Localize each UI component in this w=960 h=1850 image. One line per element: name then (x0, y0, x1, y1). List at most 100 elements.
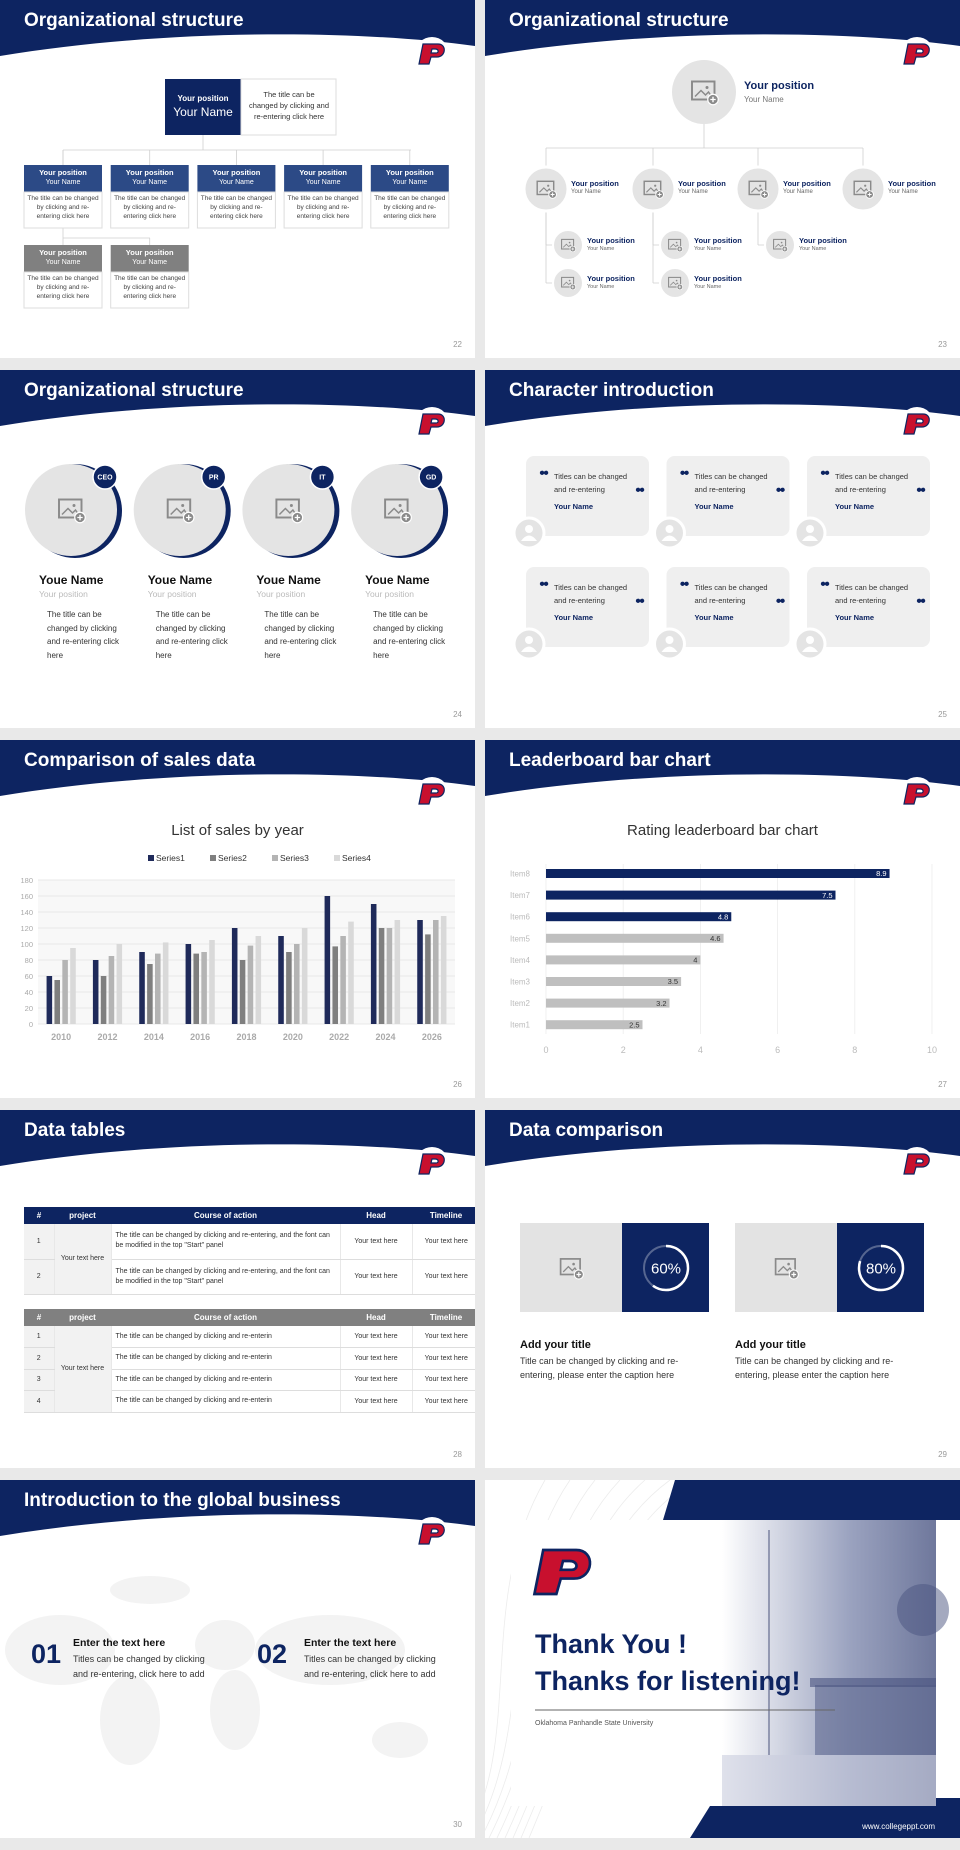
member-note: The title can be changed by clicking and… (374, 195, 446, 220)
icon-sun (568, 241, 571, 244)
photo (133, 464, 226, 556)
bar (546, 1020, 643, 1030)
bar (239, 960, 246, 1024)
node-photo (522, 165, 570, 213)
action-cell: The title can be changed by clicking and… (111, 1347, 341, 1370)
icon-frame (691, 80, 716, 101)
quote-card (807, 456, 930, 536)
member-note: The title can be changed by clicking and… (114, 275, 186, 300)
slide-title: Character introduction (509, 380, 714, 401)
member-name: Your Name (45, 179, 81, 186)
image-placeholder-icon (536, 180, 557, 199)
bar (209, 940, 215, 1024)
icon-mountain (694, 89, 713, 98)
quote-name: Your Name (694, 502, 734, 511)
member-name: Your Name (219, 179, 254, 186)
header-band (485, 740, 960, 796)
icon-plus (867, 192, 872, 197)
icon-sun (780, 241, 783, 244)
top-note: The title can be changed by clicking and… (248, 90, 330, 121)
icon-sun (181, 504, 185, 507)
member-name: Your Name (392, 179, 428, 186)
member-header (197, 165, 276, 192)
slide-title: Introduction to the global business (24, 1490, 341, 1511)
item-text: Titles can be changed by clicking and re… (304, 1654, 436, 1679)
icon-plus (77, 514, 83, 521)
row-number: 2 (24, 1259, 55, 1295)
data-table: # project Course of action Head Timeline 1 You… (24, 1207, 475, 1295)
photo (351, 464, 444, 556)
header-cell: Course of action (193, 1313, 258, 1322)
y-tick-label: Item4 (510, 956, 531, 965)
bar (154, 953, 161, 1024)
image-placeholder-icon (774, 1258, 799, 1280)
logo (418, 783, 445, 805)
slide-graphics (0, 0, 475, 309)
avatar-head (806, 525, 814, 533)
bar (546, 933, 724, 943)
quote-text: Titles can be changed and re-entering (554, 583, 628, 605)
image-placeholder-icon (691, 80, 719, 106)
child-photo (552, 267, 584, 299)
head-cell: Your text here (340, 1259, 413, 1295)
quote-name: Your Name (694, 613, 734, 622)
icon-mountain (387, 507, 406, 516)
row-number: 3 (24, 1369, 55, 1391)
member-header (370, 165, 449, 192)
page-number: 27 (938, 1080, 947, 1089)
badge (309, 464, 336, 490)
slide: Introduction to the global business 30 01 E… (0, 1480, 475, 1838)
quote-card (666, 567, 790, 647)
quote-card (526, 456, 649, 536)
quote-card (526, 567, 649, 647)
icon-plus (762, 192, 767, 197)
icon-plus (550, 192, 555, 197)
header-band (485, 1110, 960, 1166)
member-note: The title can be changed by clicking and… (114, 195, 186, 220)
slide-title: Data comparison (509, 1120, 664, 1141)
card-name: Youe Name (365, 573, 430, 587)
slide-graphics (0, 1480, 475, 1765)
bar (340, 936, 346, 1024)
slide-title: Organizational structure (509, 10, 729, 31)
slide: Character introduction 25 Titles can be ch… (485, 370, 960, 728)
timeline-cell: Your text here (412, 1224, 475, 1260)
member-note-box (23, 191, 103, 229)
quote-text: Titles can be changed and re-entering (694, 583, 768, 605)
member-position: Your position (385, 168, 434, 177)
icon-frame (384, 498, 409, 519)
y-tick-label: 180 (20, 876, 33, 885)
bar (386, 928, 393, 1024)
timeline-cell: Your text here (412, 1390, 475, 1413)
member-position: Your position (125, 168, 174, 177)
page-number: 28 (453, 1450, 462, 1459)
member-header (24, 165, 102, 192)
bar (46, 976, 53, 1024)
x-tick-label: 4 (698, 1045, 703, 1055)
photo (25, 464, 117, 556)
row-number: 1 (24, 1224, 55, 1260)
slide: Data tables 28 # project Course of action Hea… (0, 1110, 475, 1468)
slide: Thank You ! Thanks for listening! Oklahoma… (485, 1480, 960, 1838)
bar (348, 921, 354, 1024)
page-number: 30 (453, 1820, 462, 1829)
slide: 0 20 40 60 80 100 120 140 160 180 Series1 Series2 Se… (0, 740, 475, 1098)
header-cell: Timeline (429, 1211, 463, 1220)
badge-label: CEO (97, 475, 113, 482)
table-row: 2 The title can be changed by clicking an… (24, 1259, 475, 1295)
item-text: Title can be changed by clicking and re-… (735, 1356, 894, 1380)
bar (193, 953, 200, 1024)
member-name: Your Name (132, 259, 168, 266)
x-tick-label: 2026 (422, 1032, 442, 1042)
timeline-cell: Your text here (412, 1369, 475, 1391)
slide-graphics (485, 1480, 960, 1838)
head-cell: Your text here (340, 1390, 413, 1413)
icon-plus (678, 285, 682, 289)
child-position: Your position (694, 236, 742, 245)
icon-frame (559, 1258, 581, 1276)
logo (903, 413, 930, 435)
table-row: 1 Your text here The title can be changed … (24, 1224, 475, 1295)
quote-name: Your Name (835, 502, 875, 511)
ring-value (642, 1244, 690, 1292)
top-name: Your Name (744, 95, 784, 104)
